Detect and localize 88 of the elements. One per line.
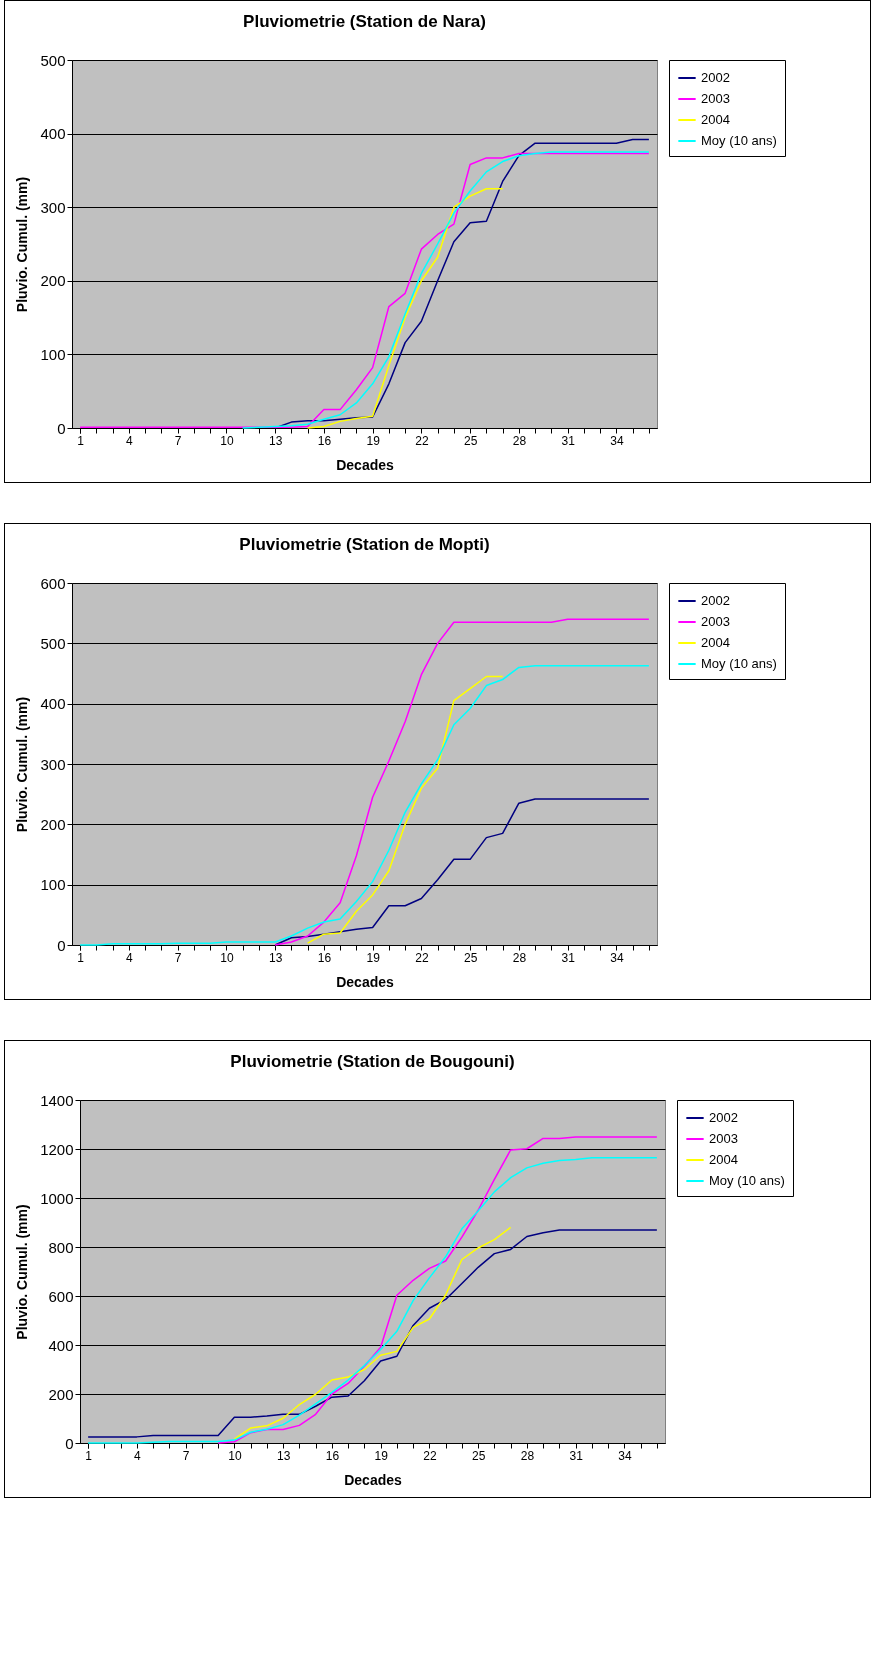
x-tick-label: 7 xyxy=(174,433,182,448)
y-tick-label: 300 xyxy=(40,755,66,773)
x-axis-title: Decades xyxy=(336,973,395,990)
x-tick-label: 13 xyxy=(268,433,283,448)
line-series xyxy=(274,618,650,946)
line-series xyxy=(233,1226,512,1440)
y-tick-label: 200 xyxy=(40,815,66,833)
legend-label: Moy (10 ans) xyxy=(701,656,777,671)
y-tick-label: 200 xyxy=(40,272,66,290)
x-tick-label: 34 xyxy=(610,433,624,448)
x-tick-label: 1 xyxy=(85,1448,93,1463)
chart-title: Pluviometrie (Station de Nara) xyxy=(243,12,486,31)
y-tick-label: 100 xyxy=(40,345,66,363)
legend-label: 2003 xyxy=(701,614,730,629)
legend-label: 2002 xyxy=(709,1110,738,1125)
x-tick-label: 22 xyxy=(423,1448,437,1463)
x-tick-label: 25 xyxy=(463,433,478,448)
legend-label: 2002 xyxy=(701,593,730,608)
y-tick-label: 400 xyxy=(40,695,66,713)
line-series xyxy=(306,188,504,429)
y-tick-label: 300 xyxy=(40,198,66,216)
y-tick-label: 1000 xyxy=(40,1189,74,1207)
line-series xyxy=(87,1157,658,1444)
x-tick-label: 28 xyxy=(512,433,527,448)
x-tick-label: 34 xyxy=(610,950,624,965)
y-tick-label: 0 xyxy=(57,936,66,954)
legend-label: Moy (10 ans) xyxy=(701,133,777,148)
x-tick-label: 28 xyxy=(512,950,527,965)
y-tick-label: 1200 xyxy=(40,1140,74,1158)
y-tick-label: 500 xyxy=(40,51,66,69)
x-tick-label: 13 xyxy=(276,1448,291,1463)
x-tick-label: 1 xyxy=(77,950,85,965)
legend-label: 2004 xyxy=(701,635,730,650)
y-tick-label: 0 xyxy=(65,1434,74,1452)
x-tick-label: 31 xyxy=(561,433,576,448)
line-series xyxy=(79,664,650,946)
x-tick-label: 22 xyxy=(415,433,429,448)
y-tick-label: 400 xyxy=(40,125,66,143)
x-tick-label: 1 xyxy=(77,433,85,448)
x-tick-label: 19 xyxy=(366,950,381,965)
line-series xyxy=(217,1136,658,1444)
x-tick-label: 7 xyxy=(174,950,182,965)
x-tick-label: 16 xyxy=(317,433,332,448)
line-series xyxy=(87,1229,658,1438)
x-tick-label: 4 xyxy=(126,433,134,448)
x-tick-label: 13 xyxy=(268,950,283,965)
y-axis-title: Pluvio. Cumul. (mm) xyxy=(14,1204,31,1340)
y-tick-label: 600 xyxy=(40,574,66,592)
y-tick-label: 1400 xyxy=(40,1091,74,1109)
legend-label: 2002 xyxy=(701,70,730,85)
x-tick-label: 19 xyxy=(366,433,381,448)
x-tick-label: 34 xyxy=(618,1448,632,1463)
y-tick-label: 200 xyxy=(48,1385,74,1403)
legend-label: 2003 xyxy=(701,91,730,106)
y-tick-label: 400 xyxy=(48,1336,74,1354)
x-tick-label: 7 xyxy=(182,1448,190,1463)
x-tick-label: 16 xyxy=(325,1448,340,1463)
x-tick-label: 25 xyxy=(471,1448,486,1463)
line-series xyxy=(79,152,650,429)
x-tick-label: 10 xyxy=(228,1448,242,1463)
y-tick-label: 800 xyxy=(48,1238,74,1256)
legend-label: 2003 xyxy=(709,1131,738,1146)
x-tick-label: 16 xyxy=(317,950,332,965)
y-axis-title: Pluvio. Cumul. (mm) xyxy=(14,696,31,833)
x-axis-title: Decades xyxy=(336,456,395,473)
x-axis-title: Decades xyxy=(344,1471,403,1488)
x-tick-label: 19 xyxy=(374,1448,389,1463)
y-tick-label: 100 xyxy=(40,876,66,894)
y-tick-label: 0 xyxy=(57,419,66,437)
x-tick-label: 28 xyxy=(520,1448,535,1463)
x-tick-label: 31 xyxy=(569,1448,584,1463)
legend-label: 2004 xyxy=(709,1152,738,1167)
y-tick-label: 600 xyxy=(48,1287,74,1305)
x-tick-label: 10 xyxy=(220,433,234,448)
chart-title: Pluviometrie (Station de Bougouni) xyxy=(230,1052,515,1071)
line-series xyxy=(274,798,650,946)
x-tick-label: 4 xyxy=(126,950,134,965)
x-tick-label: 10 xyxy=(220,950,234,965)
y-tick-label: 500 xyxy=(40,634,66,652)
legend-label: 2004 xyxy=(701,112,730,127)
x-tick-label: 4 xyxy=(134,1448,142,1463)
x-tick-label: 25 xyxy=(463,950,478,965)
x-tick-label: 31 xyxy=(561,950,576,965)
x-tick-label: 22 xyxy=(415,950,429,965)
chart-title: Pluviometrie (Station de Mopti) xyxy=(239,535,490,554)
line-series xyxy=(306,675,504,944)
y-axis-title: Pluvio. Cumul. (mm) xyxy=(14,176,31,313)
legend-label: Moy (10 ans) xyxy=(709,1173,785,1188)
